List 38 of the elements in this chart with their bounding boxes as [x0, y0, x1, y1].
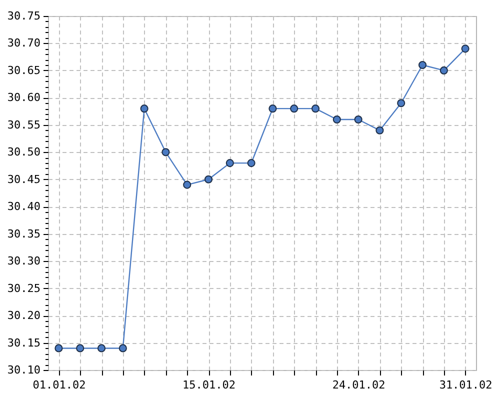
point — [140, 104, 148, 113]
x-tick-label: 24.01.02 — [332, 378, 386, 392]
y-tick-label: 30.70 — [7, 36, 40, 50]
point — [376, 126, 384, 134]
point — [397, 99, 406, 108]
y-tick-label: 30.55 — [7, 118, 40, 132]
point — [118, 344, 127, 352]
point — [332, 115, 341, 124]
y-tick-label: 30.35 — [7, 227, 40, 240]
y-tick-label: 30.60 — [7, 91, 40, 104]
point — [268, 104, 277, 113]
y-tick-label: 30.45 — [7, 172, 40, 186]
point — [162, 148, 170, 156]
x-tick-label: 01.01.02 — [32, 378, 86, 392]
point — [76, 344, 84, 352]
point — [290, 104, 298, 113]
point — [354, 115, 362, 124]
y-tick-label: 30.15 — [7, 336, 40, 350]
point — [418, 60, 427, 70]
point — [440, 66, 448, 74]
point — [54, 344, 63, 352]
y-tick-label: 30.25 — [7, 282, 40, 295]
x-tick-label: 31.01.02 — [439, 378, 492, 392]
y-tick-label: 30.10 — [7, 364, 40, 376]
point — [226, 159, 234, 168]
y-tick-label: 30.65 — [7, 64, 40, 77]
x-tick-label: 15.01.02 — [182, 378, 236, 392]
y-tick-label: 30.40 — [7, 200, 40, 214]
y-tick-label: 30.75 — [7, 10, 40, 22]
y-tick-label: 30.50 — [7, 146, 40, 159]
y-tick-label: 30.20 — [7, 309, 40, 322]
point — [311, 104, 320, 113]
point — [461, 44, 470, 53]
point — [97, 344, 106, 352]
point — [183, 180, 192, 189]
y-tick-label: 30.30 — [7, 254, 40, 268]
point — [204, 175, 213, 184]
point — [247, 159, 256, 168]
